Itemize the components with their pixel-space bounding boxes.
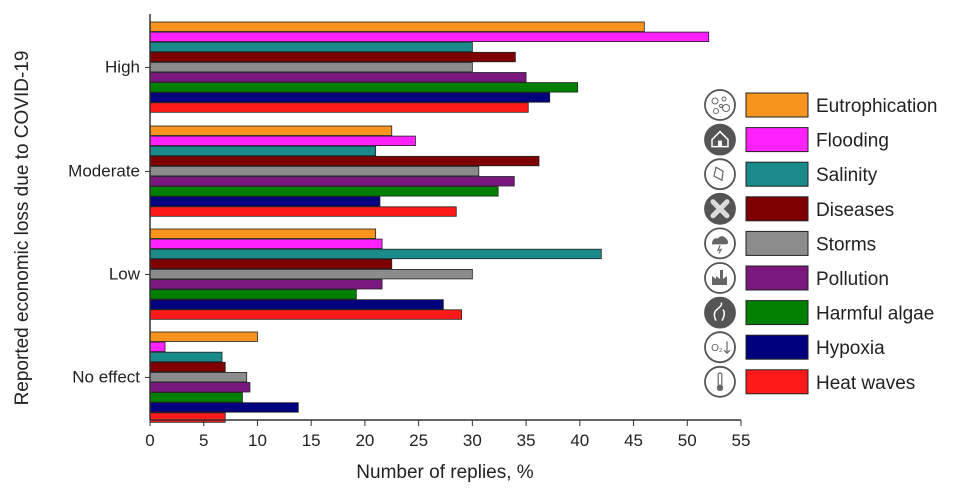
x-axis-title: Number of replies, % <box>356 462 534 483</box>
x-tick-label: 5 <box>199 431 208 450</box>
bars-group <box>149 21 710 423</box>
legend-label: Harmful algae <box>816 304 934 325</box>
legend-item: Flooding <box>704 123 889 156</box>
legend-label: Diseases <box>816 200 894 221</box>
bar-high-pollution <box>149 72 527 83</box>
bar-high-heat-waves <box>149 102 529 113</box>
bar-high-harmful-algae <box>149 82 579 93</box>
legend-swatch <box>745 300 809 326</box>
bar-moderate-flooding <box>149 135 416 147</box>
legend-item: Pollution <box>704 262 889 294</box>
legend-swatch <box>745 161 809 187</box>
x-tick-label: 35 <box>517 431 536 450</box>
bar-no-effect-pollution <box>149 382 251 393</box>
bar-moderate-storms <box>149 165 480 177</box>
bar-high-eutrophication <box>149 21 645 32</box>
bar-low-pollution <box>149 279 383 290</box>
bar-low-hypoxia <box>149 299 444 310</box>
bar-low-eutrophication <box>149 228 377 239</box>
x-tick-label: 25 <box>409 431 428 450</box>
microbe-icon <box>704 89 736 121</box>
x-tick-label: 20 <box>355 431 374 450</box>
legend-label: Pollution <box>816 269 889 290</box>
bar-moderate-heat-waves <box>149 206 457 217</box>
bar-no-effect-salinity <box>149 351 223 363</box>
legend-label: Flooding <box>816 131 889 152</box>
bar-no-effect-diseases <box>149 361 226 373</box>
bar-no-effect-harmful-algae <box>149 392 243 403</box>
category-labels-group: High Moderate Low No effect <box>68 57 150 386</box>
virus-cross-icon <box>704 192 736 225</box>
legend-swatch <box>745 230 809 256</box>
bar-no-effect-storms <box>149 371 248 383</box>
legend-swatch <box>745 196 809 222</box>
x-tick-label: 30 <box>463 431 482 450</box>
axes-group <box>149 14 741 421</box>
bar-high-hypoxia <box>149 92 551 103</box>
bar-high-diseases <box>149 51 516 63</box>
legend-label: Hypoxia <box>816 338 885 359</box>
legend-item: Salinity <box>704 158 878 191</box>
bar-high-salinity <box>149 41 473 53</box>
bar-low-salinity <box>149 248 602 260</box>
algae-icon <box>704 296 736 329</box>
legend-swatch <box>745 127 809 153</box>
x-tick-label: 40 <box>570 431 589 450</box>
bar-low-heat-waves <box>149 309 463 320</box>
bar-no-effect-hypoxia <box>149 402 299 413</box>
bar-moderate-hypoxia <box>149 196 381 207</box>
legend-label: Salinity <box>816 165 878 186</box>
bar-moderate-pollution <box>149 176 515 187</box>
category-label: No effect <box>72 367 140 386</box>
bar-high-flooding <box>149 31 710 42</box>
legend-item: Eutrophication <box>704 89 937 121</box>
bar-moderate-eutrophication <box>149 125 393 136</box>
x-tick-label: 15 <box>302 431 321 450</box>
storm-cloud-icon <box>704 227 736 260</box>
x-tick-label: 45 <box>624 431 643 450</box>
legend-item: Heat waves <box>704 365 915 398</box>
bar-moderate-salinity <box>149 145 377 157</box>
y-axis-title: Reported economic loss due to COVID-19 <box>12 51 33 406</box>
x-ticks-group: 0 5 10 15 20 25 30 35 40 45 50 55 <box>145 420 750 450</box>
legend: Eutrophication Flooding Salinity Diseases St… <box>704 89 937 398</box>
legend-swatch <box>745 92 809 118</box>
flooded-house-icon <box>704 123 736 156</box>
category-label: Low <box>109 264 141 283</box>
legend-label: Storms <box>816 234 876 255</box>
category-label: High <box>105 57 140 76</box>
legend-swatch <box>745 369 809 395</box>
bar-high-storms <box>149 62 473 73</box>
legend-item: O₂ Hypoxia <box>704 331 885 364</box>
legend-label: Heat waves <box>816 373 915 394</box>
legend-swatch <box>745 265 809 291</box>
legend-swatch <box>745 334 809 360</box>
bar-low-harmful-algae <box>149 289 357 300</box>
bar-moderate-harmful-algae <box>149 186 499 197</box>
legend-item: Storms <box>704 227 876 260</box>
x-tick-label: 55 <box>732 431 751 450</box>
category-label: Moderate <box>68 161 140 180</box>
thermometer-icon <box>704 365 736 398</box>
bar-low-diseases <box>149 258 393 270</box>
salt-shaker-icon <box>704 158 736 191</box>
legend-item: Diseases <box>704 192 894 225</box>
legend-label: Eutrophication <box>816 96 937 117</box>
x-tick-label: 50 <box>678 431 697 450</box>
bar-no-effect-flooding <box>149 341 166 353</box>
oxygen-symbol: O₂ <box>711 343 723 354</box>
x-tick-label: 0 <box>145 431 154 450</box>
bar-no-effect-eutrophication <box>149 331 258 342</box>
x-tick-label: 10 <box>248 431 267 450</box>
oxygen-down-icon: O₂ <box>704 331 736 364</box>
bar-moderate-diseases <box>149 155 540 167</box>
bar-low-storms <box>149 268 473 280</box>
bar-no-effect-heat-waves <box>149 412 226 423</box>
bar-low-flooding <box>149 238 383 250</box>
legend-item: Harmful algae <box>704 296 934 329</box>
factory-icon <box>704 262 736 294</box>
